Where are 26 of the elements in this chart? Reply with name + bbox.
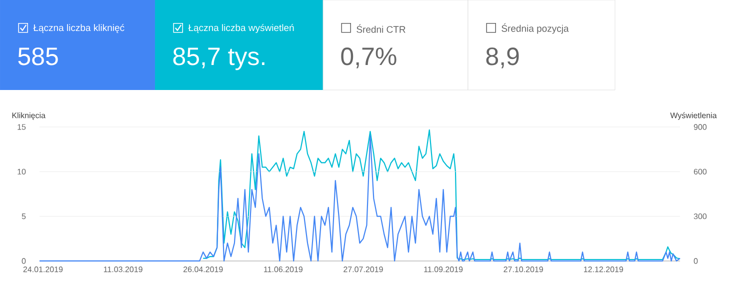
text: Łączna liczba kliknięć <box>33 24 124 33</box>
x-tick-label: 27.10.2019 <box>504 266 543 272</box>
y2-axis-title: Wyświetlenia <box>670 112 717 120</box>
y-tick-label: 0 <box>22 258 26 264</box>
x-tick-label: 11.06.2019 <box>264 266 303 272</box>
x-tick-label: 26.04.2019 <box>184 266 223 272</box>
y-axis-title: Kliknięcia <box>12 112 46 120</box>
y2-tick-label: 0 <box>694 258 698 264</box>
text: Średni CTR <box>356 24 406 33</box>
text: Średnia pozycja <box>502 23 569 34</box>
x-tick-label: 11.09.2019 <box>424 266 463 272</box>
x-tick-label: 24.01.2019 <box>23 266 63 272</box>
y-tick-label: 5 <box>22 214 26 220</box>
y-tick-label: 15 <box>18 124 26 130</box>
y-tick-label: 10 <box>18 168 26 174</box>
x-tick-label: 11.03.2019 <box>104 266 142 272</box>
y2-tick-label: 300 <box>694 213 707 220</box>
x-tick-label: 12.12.2019 <box>584 266 624 272</box>
y2-tick-label: 900 <box>694 124 707 130</box>
text: 85,7 tys. <box>173 48 264 70</box>
text: 8,9 <box>486 48 519 68</box>
text: 585 <box>18 48 58 66</box>
y2-tick-label: 600 <box>694 168 707 174</box>
x-tick-label: 27.07.2019 <box>344 266 383 272</box>
text: Łączna liczba wyświetleń <box>188 24 294 33</box>
text: 0,7% <box>341 48 396 68</box>
